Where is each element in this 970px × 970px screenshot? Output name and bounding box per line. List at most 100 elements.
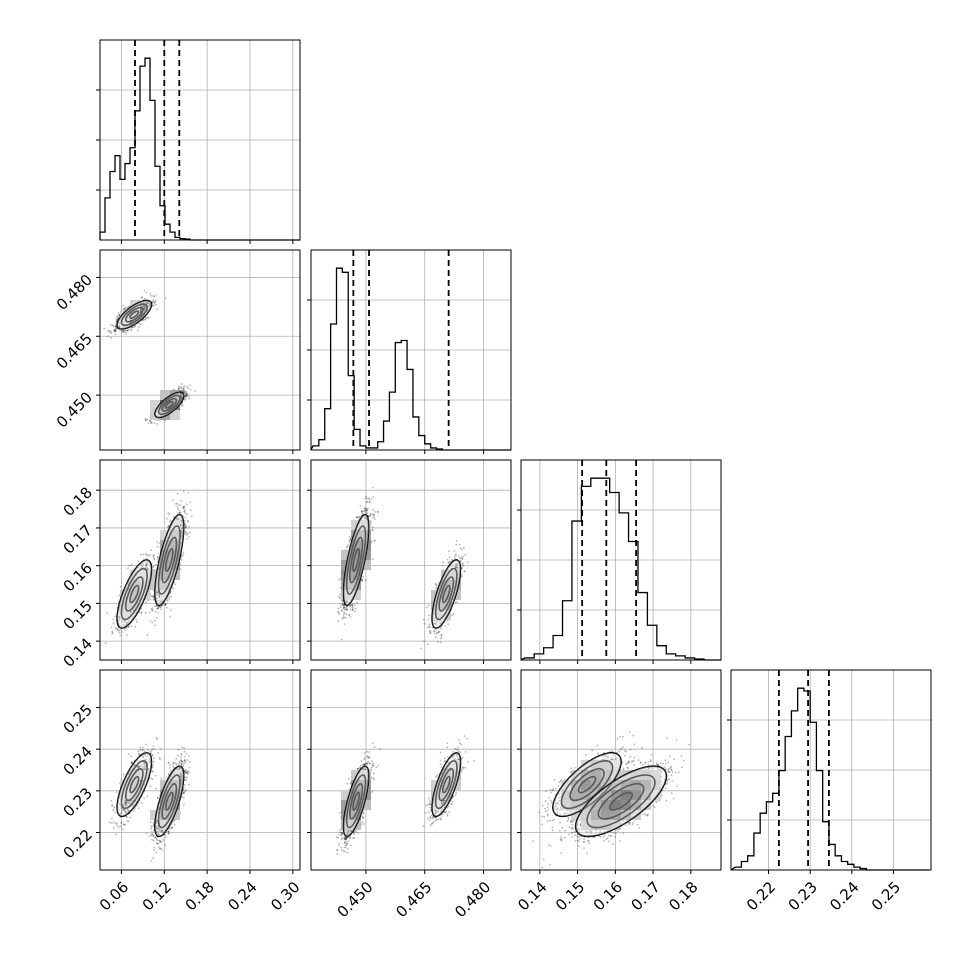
sample-point	[167, 525, 170, 528]
sample-point	[136, 329, 139, 332]
sample-point	[124, 331, 127, 333]
sample-point	[115, 319, 118, 321]
sample-point	[181, 404, 184, 406]
sample-point	[149, 303, 152, 306]
y-tick-label: 0.480	[53, 271, 96, 314]
sample-point	[172, 587, 175, 590]
sample-point	[180, 395, 183, 397]
panel-frame	[99, 39, 301, 241]
sample-point	[144, 419, 147, 421]
sample-point	[122, 331, 125, 334]
sample-point	[112, 618, 115, 621]
sample-point	[185, 533, 188, 536]
sample-point	[169, 609, 172, 611]
sample-point	[141, 296, 144, 298]
sample-point	[135, 618, 138, 621]
sample-point	[147, 308, 150, 310]
sample-point	[110, 336, 112, 339]
sample-point	[112, 622, 115, 625]
sample-point	[142, 319, 144, 321]
sample-point	[146, 301, 149, 304]
sample-point	[178, 504, 180, 506]
sample-point	[186, 503, 188, 506]
sample-point	[182, 553, 185, 556]
sample-point	[186, 393, 189, 396]
sample-point	[188, 395, 190, 398]
sample-point	[145, 291, 148, 294]
sample-point	[145, 419, 147, 422]
sample-point	[179, 392, 182, 395]
sample-point	[182, 389, 185, 392]
scatter-panel-3-1: 0.140.150.160.170.18	[60, 459, 301, 671]
sample-point	[145, 317, 148, 320]
sample-point	[154, 564, 157, 566]
sample-point	[164, 297, 167, 300]
sample-point	[170, 595, 173, 598]
sample-point	[177, 507, 180, 510]
hist-panel-4	[727, 669, 932, 874]
sample-point	[188, 535, 191, 538]
sample-point	[188, 397, 190, 400]
panel-frame	[310, 249, 512, 451]
sample-point	[181, 555, 183, 558]
sample-point	[146, 634, 149, 637]
sample-point	[151, 621, 154, 624]
sample-point	[185, 524, 187, 527]
sample-point	[148, 611, 151, 614]
sample-point	[127, 567, 129, 570]
sample-point	[148, 303, 151, 306]
sample-point	[116, 315, 118, 318]
sample-point	[149, 419, 152, 422]
sample-point	[179, 504, 182, 507]
hist-panel-3	[517, 459, 722, 664]
sample-point	[143, 305, 146, 308]
sample-point	[114, 329, 116, 332]
sample-point	[156, 546, 159, 548]
sample-point	[181, 388, 184, 390]
sample-point	[111, 630, 114, 633]
sample-point	[146, 418, 149, 421]
sample-point	[114, 333, 117, 336]
sample-point	[156, 423, 159, 425]
sample-point	[125, 333, 128, 335]
sample-point	[134, 325, 137, 328]
sample-point	[153, 605, 156, 607]
sample-point	[150, 295, 153, 297]
sample-point	[147, 422, 150, 425]
sample-point	[116, 318, 118, 320]
sample-point	[153, 295, 156, 298]
sample-point	[187, 387, 189, 390]
sample-point	[126, 329, 129, 332]
sample-point	[118, 314, 120, 316]
sample-point	[150, 421, 153, 424]
panel-frame	[520, 459, 722, 661]
sample-point	[119, 628, 121, 631]
sample-point	[184, 516, 187, 519]
sample-point	[153, 619, 156, 622]
sample-point	[185, 538, 188, 540]
sample-point	[189, 389, 192, 391]
sample-point	[107, 330, 109, 332]
sample-point	[143, 307, 146, 310]
sample-point	[189, 509, 192, 512]
sample-point	[174, 583, 176, 586]
sample-point	[108, 329, 110, 332]
sample-point	[183, 390, 186, 393]
sample-point	[150, 422, 153, 425]
sample-point	[186, 394, 188, 397]
sample-point	[113, 330, 116, 333]
sample-point	[110, 330, 112, 333]
sample-point	[139, 308, 142, 311]
sample-point	[138, 322, 140, 325]
sample-point	[183, 398, 186, 401]
sample-point	[117, 312, 120, 314]
sample-point	[130, 625, 133, 628]
sample-point	[143, 306, 146, 308]
sample-point	[149, 620, 152, 622]
sample-point	[114, 329, 117, 332]
sample-point	[144, 318, 147, 321]
sample-point	[179, 386, 182, 388]
sample-point	[118, 314, 121, 316]
sample-point	[154, 299, 157, 302]
